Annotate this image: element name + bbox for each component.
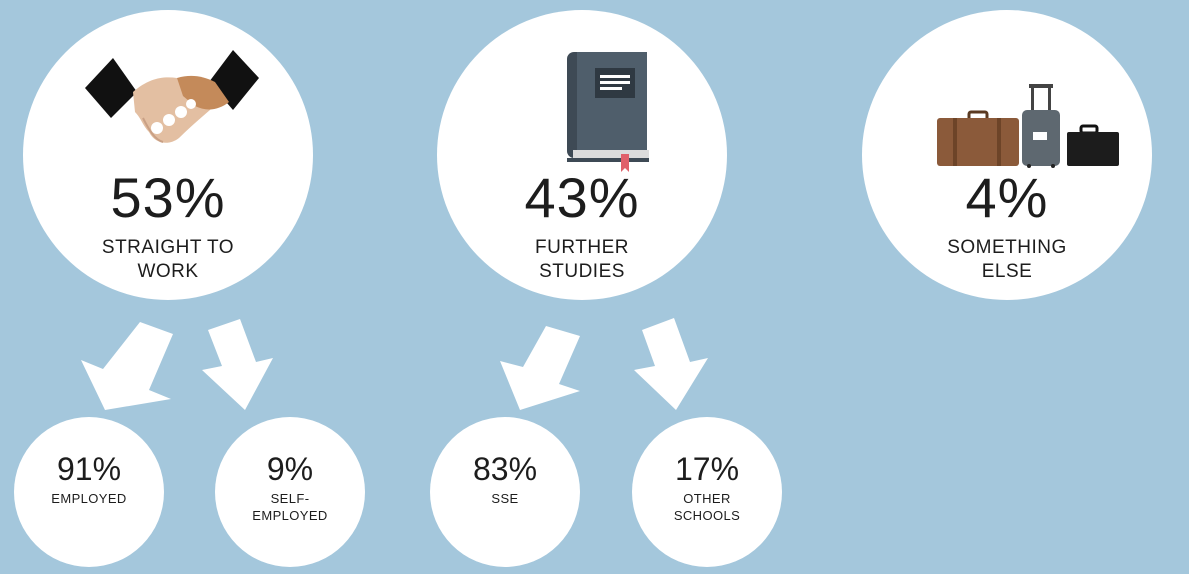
label-employed-line1: EMPLOYED xyxy=(51,491,127,506)
breakdown-circle-sse: 83% SSE xyxy=(430,417,580,567)
arrow-to-self-employed xyxy=(202,319,273,410)
handshake-icon xyxy=(85,50,259,143)
label-sse-line1: SSE xyxy=(491,491,519,506)
percent-self-employed: 9% xyxy=(266,451,314,487)
category-circle-work: 53% STRAIGHT TO WORK xyxy=(23,10,313,300)
book-icon xyxy=(567,52,649,172)
label-work-line2: WORK xyxy=(137,261,199,282)
luggage-icon xyxy=(937,84,1119,168)
label-other-schools: OTHER SCHOOLS xyxy=(642,490,772,524)
label-sse: SSE xyxy=(440,490,570,507)
label-self-employed-line2: EMPLOYED xyxy=(252,508,328,523)
label-work-line1: STRAIGHT TO xyxy=(101,237,235,258)
percent-else: 4% xyxy=(965,166,1049,229)
percent-work: 53% xyxy=(110,166,226,229)
breakdown-circle-other-schools: 17% OTHER SCHOOLS xyxy=(632,417,782,567)
breakdown-circle-self-employed: 9% SELF- EMPLOYED xyxy=(215,417,365,567)
label-employed: EMPLOYED xyxy=(24,490,154,507)
label-work: STRAIGHT TO WORK xyxy=(43,236,293,284)
breakdown-circle-employed: 91% EMPLOYED xyxy=(14,417,164,567)
percent-other-schools: 17% xyxy=(674,451,740,487)
percent-employed: 91% xyxy=(56,451,122,487)
label-other-schools-line2: SCHOOLS xyxy=(673,508,741,523)
label-else-line1: SOMETHING xyxy=(947,237,1067,258)
percent-studies: 43% xyxy=(524,166,640,229)
percent-sse: 83% xyxy=(472,451,538,487)
label-other-schools-line1: OTHER xyxy=(683,491,731,506)
label-else-line2: ELSE xyxy=(981,261,1033,282)
label-self-employed-line1: SELF- xyxy=(270,491,310,506)
label-studies-line1: FURTHER xyxy=(535,237,629,258)
label-self-employed: SELF- EMPLOYED xyxy=(225,490,355,524)
arrow-to-other-schools xyxy=(634,318,708,410)
label-studies: FURTHER STUDIES xyxy=(457,236,707,284)
label-studies-line2: STUDIES xyxy=(539,261,625,282)
category-circle-studies: 43% FURTHER STUDIES xyxy=(437,10,727,300)
arrow-to-employed xyxy=(81,322,173,410)
category-circle-else: 4% SOMETHING ELSE xyxy=(862,10,1152,300)
arrow-to-sse xyxy=(500,326,580,410)
label-else: SOMETHING ELSE xyxy=(882,236,1132,284)
